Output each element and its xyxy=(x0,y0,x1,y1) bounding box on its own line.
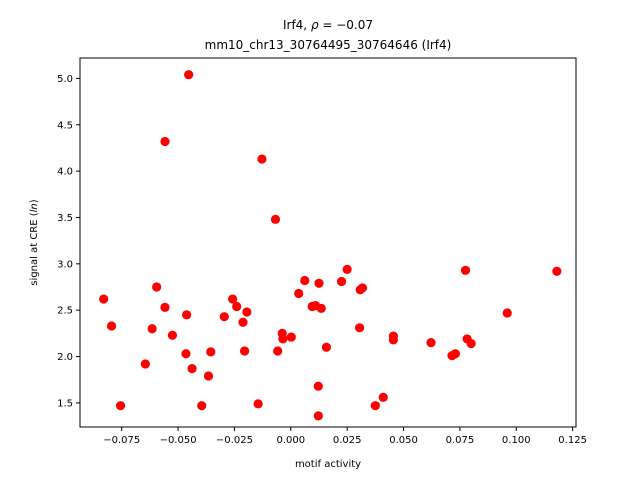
data-point-25 xyxy=(273,346,283,356)
y-tick-label: 2.5 xyxy=(57,306,73,317)
data-point-9 xyxy=(181,349,191,359)
data-point-0 xyxy=(99,294,109,304)
y-tick-label: 3.0 xyxy=(57,259,73,270)
data-point-16 xyxy=(219,312,229,322)
data-point-5 xyxy=(152,282,162,292)
data-point-6 xyxy=(160,302,170,312)
data-point-4 xyxy=(147,324,157,334)
data-point-22 xyxy=(253,399,263,409)
y-tick-label: 4.0 xyxy=(57,167,73,178)
x-tick-label: −0.075 xyxy=(103,435,140,446)
data-point-2 xyxy=(115,401,126,411)
data-point-13 xyxy=(197,401,207,411)
x-tick-label: 0.025 xyxy=(333,435,362,446)
data-point-24 xyxy=(270,214,281,224)
x-tick-label: 0.100 xyxy=(502,435,531,446)
x-axis-label: motif activity xyxy=(295,459,361,470)
x-tick-label: 0.050 xyxy=(389,435,418,446)
data-point-33 xyxy=(313,381,323,391)
data-point-14 xyxy=(203,371,214,381)
data-point-12 xyxy=(187,363,197,374)
chart-title-line1: Irf4, ρ = −0.07 xyxy=(283,18,373,32)
x-tick-label: 0.000 xyxy=(276,435,305,446)
data-point-1 xyxy=(106,321,117,331)
data-point-42 xyxy=(357,283,368,293)
data-point-47 xyxy=(426,338,436,348)
data-point-54 xyxy=(552,266,562,276)
data-point-19 xyxy=(238,317,248,327)
data-point-10 xyxy=(182,310,192,320)
data-point-11 xyxy=(184,70,194,80)
y-tick-label: 1.5 xyxy=(57,398,73,409)
data-point-18 xyxy=(232,301,242,312)
data-point-23 xyxy=(257,154,267,164)
x-tick-label: 0.125 xyxy=(558,435,587,446)
data-point-17 xyxy=(228,294,238,304)
data-point-29 xyxy=(294,288,304,299)
data-point-49 xyxy=(450,349,460,359)
data-point-34 xyxy=(313,411,323,421)
data-point-8 xyxy=(167,330,178,340)
data-point-39 xyxy=(342,264,352,274)
data-point-36 xyxy=(316,303,326,313)
y-tick-label: 5.0 xyxy=(57,74,73,85)
data-point-46 xyxy=(388,335,398,345)
data-point-35 xyxy=(314,278,324,288)
x-tick-label: −0.025 xyxy=(216,435,253,446)
data-point-20 xyxy=(239,346,250,356)
y-axis-label: signal at CRE (ln) xyxy=(29,199,40,285)
y-tick-label: 3.5 xyxy=(57,213,73,224)
data-point-21 xyxy=(242,307,252,317)
data-point-7 xyxy=(160,136,170,147)
data-point-28 xyxy=(286,332,296,342)
data-point-50 xyxy=(460,265,471,275)
x-axis-ticks: −0.075 −0.050 −0.025 0.000 0.025 0.050 0.075 0.… xyxy=(103,427,587,446)
data-point-44 xyxy=(378,392,388,402)
points-layer xyxy=(99,70,562,421)
data-point-37 xyxy=(321,342,332,352)
data-point-53 xyxy=(502,308,512,318)
data-point-27 xyxy=(278,334,288,344)
y-tick-label: 4.5 xyxy=(57,120,73,131)
chart-title-line2: mm10_chr13_30764495_30764646 (Irf4) xyxy=(205,38,452,52)
y-tick-label: 2.0 xyxy=(57,352,73,363)
data-point-3 xyxy=(140,359,150,369)
data-point-40 xyxy=(354,323,365,333)
data-point-30 xyxy=(300,275,310,286)
x-tick-label: 0.075 xyxy=(446,435,475,446)
data-point-38 xyxy=(336,276,347,287)
axes-frame xyxy=(79,57,577,428)
x-tick-label: −0.050 xyxy=(160,435,197,446)
data-point-43 xyxy=(370,401,380,411)
data-point-52 xyxy=(466,338,476,349)
data-point-15 xyxy=(206,347,216,357)
y-axis-ticks: 1.5 2.0 2.5 3.0 3.5 4.0 4.5 5.0 xyxy=(57,74,80,409)
